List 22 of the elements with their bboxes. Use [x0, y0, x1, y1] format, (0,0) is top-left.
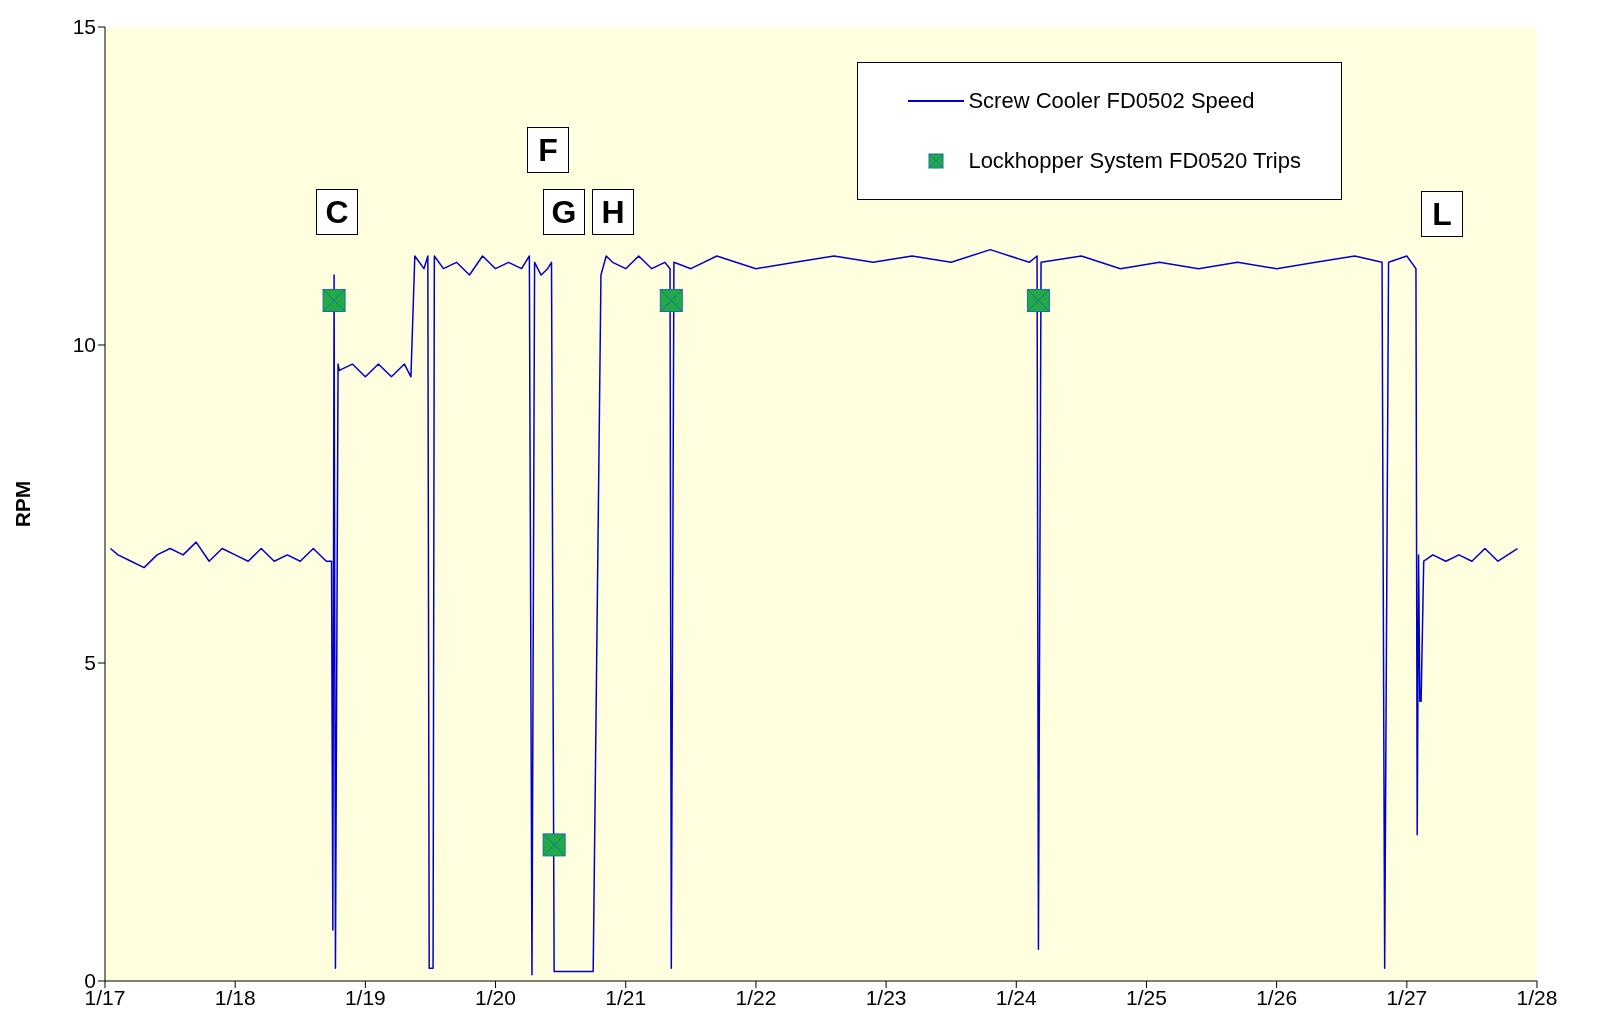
x-tick-label: 1/18	[214, 985, 256, 1009]
legend-label: Lockhopper System FD0520 Trips	[968, 148, 1301, 174]
x-tick-label: 1/25	[1126, 985, 1167, 1009]
legend-label: Screw Cooler FD0502 Speed	[968, 88, 1255, 114]
x-tick-label: 1/28	[1516, 985, 1558, 1009]
x-tick-label: 1/27	[1386, 985, 1428, 1009]
y-tick-label: 15	[72, 15, 96, 39]
x-tick-label: 1/20	[475, 985, 516, 1009]
x-tick-label: 1/24	[995, 985, 1038, 1009]
x-tick-label: 1/19	[344, 985, 386, 1009]
y-axis-title: RPM	[11, 480, 35, 528]
annotation: G	[543, 189, 585, 235]
annotation: F	[527, 127, 569, 173]
x-tick-label: 1/23	[865, 985, 907, 1009]
y-tick-label: 5	[84, 651, 96, 675]
annotation: C	[316, 189, 358, 235]
x-tick-label: 1/26	[1256, 985, 1298, 1009]
annotation: H	[592, 189, 634, 235]
annotation: L	[1421, 191, 1463, 237]
y-tick-label: 10	[72, 333, 96, 357]
x-tick-label: 1/22	[735, 985, 777, 1009]
x-tick-label: 1/21	[605, 985, 647, 1009]
